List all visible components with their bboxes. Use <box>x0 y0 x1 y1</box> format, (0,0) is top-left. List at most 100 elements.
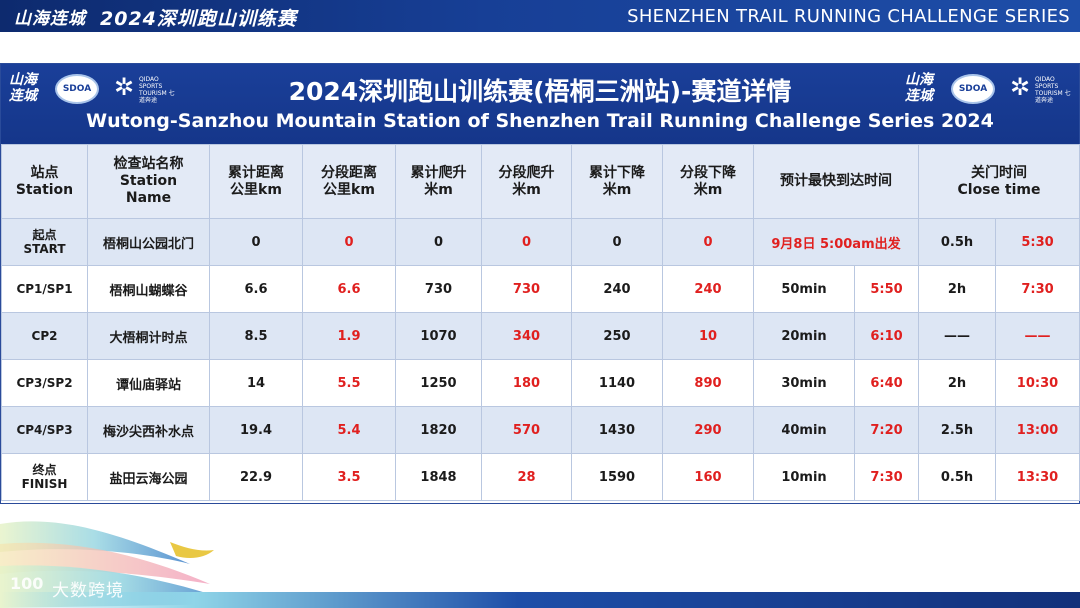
cell-cum-dist: 19.4 <box>209 406 303 454</box>
cell-cum-dist: 6.6 <box>209 265 303 313</box>
page-title: 2024深圳跑山训练赛(梧桐三洲站)-赛道详情 <box>288 77 792 106</box>
cell-seg-dist: 3.5 <box>302 453 396 501</box>
qidao-star-icon: ✲ <box>113 73 135 101</box>
cell-station: 终点 FINISH <box>1 453 88 501</box>
header-close-time: 关门时间 Close time <box>918 144 1080 219</box>
cell-close-duration: 2h <box>918 359 996 407</box>
cell-eta-time: 5:50 <box>854 265 919 313</box>
qidao-star-icon: ✲ <box>1009 73 1031 101</box>
cell-eta-time: 6:40 <box>854 359 919 407</box>
course-table: 站点 Station 检查站名称 Station Name 累计距离 公里km … <box>1 144 1080 501</box>
cell-name: 盐田云海公园 <box>87 453 210 501</box>
header-cum-descent: 累计下降 米m <box>571 144 663 219</box>
cell-close-time: 5:30 <box>995 218 1080 266</box>
sdoa-logo-right: SDOA <box>951 74 995 104</box>
cell-eta-duration: 40min <box>753 406 855 454</box>
watermark-text: 大数跨境 <box>52 581 124 601</box>
cell-seg-climb: 340 <box>481 312 572 360</box>
cell-cum-climb: 1820 <box>395 406 482 454</box>
cell-cum-descent: 0 <box>571 218 663 266</box>
cell-close-time: 7:30 <box>995 265 1080 313</box>
cell-name: 梧桐山蝴蝶谷 <box>87 265 210 313</box>
cell-close-duration: —— <box>918 312 996 360</box>
table-row: CP1/SP1 梧桐山蝴蝶谷 6.6 6.6 730 730 240 240 50min 5:50… <box>1 265 1080 313</box>
cell-name: 大梧桐计时点 <box>87 312 210 360</box>
cell-cum-descent: 1430 <box>571 406 663 454</box>
cell-cum-climb: 0 <box>395 218 482 266</box>
watermark-logo: 100 <box>10 574 44 593</box>
brand-logo-right: 山海连城 <box>905 72 933 104</box>
course-details-panel: 山海连城 SDOA ✲ QIDAO SPORTS TOURISM 七道奔途 20… <box>0 63 1080 504</box>
cell-eta-duration: 30min <box>753 359 855 407</box>
table-row: 终点 FINISH 盐田云海公园 22.9 3.5 1848 28 1590 160 10min… <box>1 453 1080 501</box>
table-row: 起点 START 梧桐山公园北门 0 0 0 0 0 0 9月8日 5:00am出发 0.5h 5:… <box>1 218 1080 266</box>
table-row: CP3/SP2 谭仙庙驿站 14 5.5 1250 180 1140 890 30min 6:40… <box>1 359 1080 407</box>
cell-close-time: 10:30 <box>995 359 1080 407</box>
top-banner: 山海连城 2024深圳跑山训练赛 SHENZHEN TRAIL RUNNING … <box>0 0 1080 32</box>
cell-cum-climb: 1070 <box>395 312 482 360</box>
cell-cum-dist: 14 <box>209 359 303 407</box>
cell-cum-descent: 1140 <box>571 359 663 407</box>
table-header-row: 站点 Station 检查站名称 Station Name 累计距离 公里km … <box>1 144 1080 219</box>
header-eta: 预计最快到达时间 <box>753 144 919 219</box>
panel-heading: 山海连城 SDOA ✲ QIDAO SPORTS TOURISM 七道奔途 20… <box>1 64 1079 144</box>
qidao-logo-left: QIDAO SPORTS TOURISM 七道奔途 <box>139 76 175 104</box>
cell-seg-descent: 290 <box>662 406 754 454</box>
cell-seg-descent: 10 <box>662 312 754 360</box>
cell-cum-dist: 8.5 <box>209 312 303 360</box>
table-row: CP4/SP3 梅沙尖西补水点 19.4 5.4 1820 570 1430 290 40min… <box>1 406 1080 454</box>
cell-eta-time: 7:20 <box>854 406 919 454</box>
cell-eta-duration: 10min <box>753 453 855 501</box>
cell-eta-time: 7:30 <box>854 453 919 501</box>
cell-cum-descent: 250 <box>571 312 663 360</box>
cell-seg-descent: 240 <box>662 265 754 313</box>
cell-name: 梧桐山公园北门 <box>87 218 210 266</box>
cell-station: CP1/SP1 <box>1 265 88 313</box>
cell-seg-climb: 0 <box>481 218 572 266</box>
cell-close-duration: 0.5h <box>918 453 996 501</box>
cell-seg-dist: 5.5 <box>302 359 396 407</box>
cell-station: 起点 START <box>1 218 88 266</box>
cell-seg-dist: 0 <box>302 218 396 266</box>
cell-eta-time: 6:10 <box>854 312 919 360</box>
header-seg-descent: 分段下降 米m <box>662 144 754 219</box>
cell-close-duration: 0.5h <box>918 218 996 266</box>
cell-seg-dist: 6.6 <box>302 265 396 313</box>
cell-seg-dist: 5.4 <box>302 406 396 454</box>
cell-seg-descent: 890 <box>662 359 754 407</box>
cell-cum-climb: 1250 <box>395 359 482 407</box>
header-seg-climb: 分段爬升 米m <box>481 144 572 219</box>
header-station: 站点 Station <box>1 144 88 219</box>
cell-cum-descent: 1590 <box>571 453 663 501</box>
cell-seg-dist: 1.9 <box>302 312 396 360</box>
cell-station: CP3/SP2 <box>1 359 88 407</box>
cell-name: 谭仙庙驿站 <box>87 359 210 407</box>
cell-seg-climb: 730 <box>481 265 572 313</box>
header-checkpoint: 检查站名称 Station Name <box>87 144 210 219</box>
cell-name: 梅沙尖西补水点 <box>87 406 210 454</box>
page-subtitle: Wutong-Sanzhou Mountain Station of Shenz… <box>86 110 994 132</box>
cell-close-time: 13:30 <box>995 453 1080 501</box>
brand-logo-left: 山海连城 <box>9 72 37 104</box>
cell-close-duration: 2.5h <box>918 406 996 454</box>
cell-close-time: —— <box>995 312 1080 360</box>
banner-series: SHENZHEN TRAIL RUNNING CHALLENGE SERIES <box>627 6 1070 27</box>
footer-bar <box>0 592 1080 608</box>
cell-cum-climb: 730 <box>395 265 482 313</box>
cell-close-time: 13:00 <box>995 406 1080 454</box>
cell-seg-climb: 570 <box>481 406 572 454</box>
cell-seg-climb: 28 <box>481 453 572 501</box>
cell-cum-dist: 22.9 <box>209 453 303 501</box>
cell-eta-duration: 20min <box>753 312 855 360</box>
banner-logo: 山海连城 <box>14 9 86 29</box>
banner-title: 2024深圳跑山训练赛 <box>100 8 297 30</box>
cell-eta-duration: 50min <box>753 265 855 313</box>
header-seg-distance: 分段距离 公里km <box>302 144 396 219</box>
qidao-logo-right: QIDAO SPORTS TOURISM 七道奔途 <box>1035 76 1071 104</box>
cell-seg-climb: 180 <box>481 359 572 407</box>
cell-station: CP4/SP3 <box>1 406 88 454</box>
cell-close-duration: 2h <box>918 265 996 313</box>
cell-start-note: 9月8日 5:00am出发 <box>753 218 919 266</box>
cell-seg-descent: 160 <box>662 453 754 501</box>
header-cum-climb: 累计爬升 米m <box>395 144 482 219</box>
